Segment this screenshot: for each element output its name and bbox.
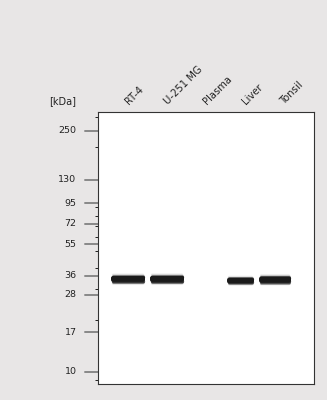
Text: 130: 130 (59, 175, 77, 184)
Text: Plasma: Plasma (201, 74, 233, 106)
Text: Liver: Liver (240, 82, 264, 106)
Text: 55: 55 (64, 240, 77, 248)
Text: Tonsil: Tonsil (279, 80, 305, 106)
Text: [kDa]: [kDa] (49, 96, 77, 106)
Text: 250: 250 (59, 126, 77, 135)
Text: 72: 72 (64, 219, 77, 228)
Text: 17: 17 (64, 328, 77, 336)
Text: 36: 36 (64, 271, 77, 280)
Text: U-251 MG: U-251 MG (162, 64, 204, 106)
Text: 28: 28 (64, 290, 77, 299)
Text: RT-4: RT-4 (123, 84, 146, 106)
Text: 10: 10 (64, 367, 77, 376)
Text: 95: 95 (64, 198, 77, 208)
